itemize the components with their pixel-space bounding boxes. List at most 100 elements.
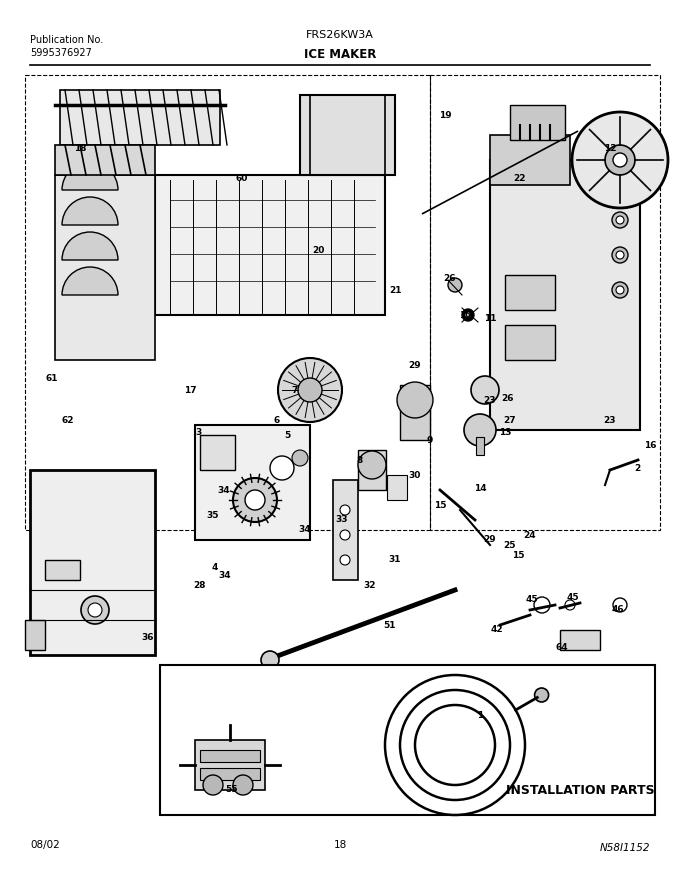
Text: 34: 34 <box>299 525 311 535</box>
Circle shape <box>397 382 433 418</box>
Text: 2: 2 <box>634 463 640 472</box>
Circle shape <box>261 651 279 669</box>
Bar <box>200 435 235 470</box>
Text: 31: 31 <box>389 556 401 564</box>
Text: 08/02: 08/02 <box>30 840 60 850</box>
Bar <box>510 105 565 140</box>
Text: 9: 9 <box>427 436 433 444</box>
Bar <box>60 90 220 145</box>
Text: 18: 18 <box>73 144 86 152</box>
Circle shape <box>340 555 350 565</box>
Circle shape <box>464 414 496 446</box>
Circle shape <box>605 145 635 175</box>
Bar <box>30 470 155 655</box>
Circle shape <box>233 478 277 522</box>
Text: 26: 26 <box>444 273 456 282</box>
Text: INSTALLATION PARTS: INSTALLATION PARTS <box>506 784 654 796</box>
Text: 45: 45 <box>526 596 539 604</box>
Circle shape <box>612 282 628 298</box>
Circle shape <box>88 603 102 617</box>
Circle shape <box>462 309 474 321</box>
Bar <box>476 437 484 455</box>
Bar <box>155 175 385 315</box>
Bar <box>505 325 555 360</box>
Text: 29: 29 <box>409 361 422 369</box>
Circle shape <box>340 505 350 515</box>
Text: 46: 46 <box>612 605 624 615</box>
Text: 3: 3 <box>195 428 201 436</box>
Circle shape <box>292 450 308 466</box>
Bar <box>200 768 260 780</box>
Text: 34: 34 <box>219 571 231 579</box>
Text: 64: 64 <box>556 644 568 652</box>
Text: 15: 15 <box>434 501 446 510</box>
Text: 19: 19 <box>439 111 452 119</box>
Text: 29: 29 <box>483 536 496 544</box>
Bar <box>560 630 600 650</box>
Circle shape <box>572 112 668 208</box>
Bar <box>505 275 555 310</box>
Text: 45: 45 <box>566 593 579 603</box>
Text: 34: 34 <box>218 485 231 495</box>
Text: 7: 7 <box>292 386 299 395</box>
Bar <box>195 425 310 540</box>
Text: 18: 18 <box>333 840 347 850</box>
Text: N58I1152: N58I1152 <box>600 843 650 853</box>
Bar <box>200 750 260 762</box>
Text: 33: 33 <box>336 516 348 524</box>
Circle shape <box>203 775 223 795</box>
Text: 42: 42 <box>491 625 503 634</box>
Text: 62: 62 <box>62 415 74 424</box>
Circle shape <box>616 286 624 294</box>
Circle shape <box>81 596 109 624</box>
Text: 14: 14 <box>474 483 486 492</box>
Text: ICE MAKER: ICE MAKER <box>304 48 376 61</box>
Text: 16: 16 <box>644 441 656 449</box>
Text: 27: 27 <box>504 415 516 424</box>
Circle shape <box>465 312 471 318</box>
Text: 51: 51 <box>384 620 396 630</box>
Text: 4: 4 <box>211 564 218 572</box>
Bar <box>45 560 80 580</box>
Circle shape <box>245 490 265 510</box>
Text: 55: 55 <box>226 786 238 794</box>
Bar <box>55 175 155 360</box>
Circle shape <box>616 251 624 259</box>
Bar <box>55 145 155 175</box>
Wedge shape <box>62 197 118 225</box>
Bar <box>358 450 386 490</box>
Circle shape <box>233 775 253 795</box>
Text: 13: 13 <box>498 428 511 436</box>
Bar <box>400 385 430 440</box>
Circle shape <box>613 153 627 167</box>
Text: 26: 26 <box>502 394 514 402</box>
Circle shape <box>340 530 350 540</box>
Circle shape <box>448 278 462 292</box>
Circle shape <box>358 451 386 479</box>
Wedge shape <box>62 232 118 260</box>
Text: 21: 21 <box>389 286 401 294</box>
Circle shape <box>270 456 294 480</box>
Text: FRS26KW3A: FRS26KW3A <box>306 30 374 40</box>
Text: 61: 61 <box>46 374 58 382</box>
Text: 24: 24 <box>524 530 537 539</box>
Wedge shape <box>62 162 118 190</box>
Bar <box>387 475 407 500</box>
Text: 17: 17 <box>184 386 197 395</box>
Bar <box>490 135 570 185</box>
Wedge shape <box>62 267 118 295</box>
Text: 23: 23 <box>483 395 496 404</box>
Text: 20: 20 <box>312 246 324 254</box>
Bar <box>195 740 265 790</box>
Text: 60: 60 <box>236 173 248 183</box>
Circle shape <box>616 216 624 224</box>
Text: 6: 6 <box>274 415 280 424</box>
Text: 35: 35 <box>207 510 219 519</box>
Bar <box>25 620 45 650</box>
Text: 22: 22 <box>514 173 526 183</box>
Text: 11: 11 <box>483 314 496 322</box>
Text: 15: 15 <box>512 550 524 559</box>
Text: 1: 1 <box>477 711 483 719</box>
Text: 28: 28 <box>194 580 206 590</box>
Circle shape <box>534 688 549 702</box>
